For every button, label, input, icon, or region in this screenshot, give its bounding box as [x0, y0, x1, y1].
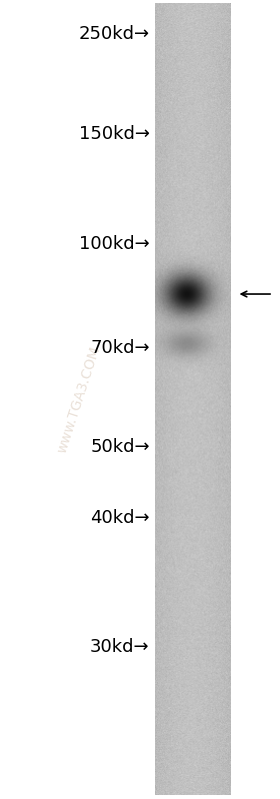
- Text: 250kd→: 250kd→: [79, 25, 150, 42]
- Text: 70kd→: 70kd→: [90, 339, 150, 356]
- Text: www.TGA3.COM: www.TGA3.COM: [55, 344, 102, 455]
- Text: 150kd→: 150kd→: [79, 125, 150, 143]
- Text: 40kd→: 40kd→: [90, 509, 150, 527]
- Text: 50kd→: 50kd→: [90, 439, 150, 456]
- Text: 100kd→: 100kd→: [79, 235, 150, 252]
- Text: 30kd→: 30kd→: [90, 638, 150, 656]
